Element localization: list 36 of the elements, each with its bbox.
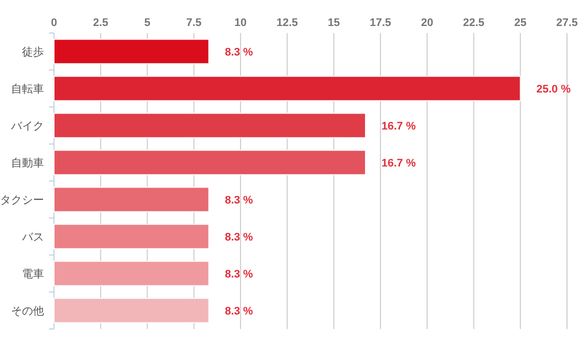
y-tick-label: 自転車 [11, 82, 44, 96]
x-tick-label: 7.5 [186, 17, 202, 29]
x-tick-label: 2.5 [92, 17, 108, 29]
data-label: 8.3 % [224, 306, 254, 318]
data-label: 16.7 % [382, 120, 416, 132]
bar [54, 150, 366, 176]
x-tick-label: 25 [514, 17, 526, 29]
y-tick-label: 徒歩 [22, 46, 44, 58]
y-tick-label: バス [21, 232, 44, 244]
data-label: 16.7 % [382, 158, 416, 170]
y-tick-label: バイク [10, 120, 44, 132]
data-label: 8.3 % [224, 194, 254, 206]
x-tick-label: 20 [420, 17, 434, 29]
y-tick-label: その他 [11, 306, 44, 318]
data-label: 8.3 % [224, 268, 254, 280]
x-tick-label: 10 [234, 17, 247, 29]
y-tick-label: 自動車 [11, 156, 44, 170]
x-tick-label: 0 [50, 17, 58, 29]
bar [54, 298, 210, 324]
bar [54, 38, 210, 64]
bar [54, 224, 210, 250]
x-tick-label: 12.5 [276, 17, 298, 29]
bar [54, 76, 521, 102]
x-tick-label: 15 [328, 17, 340, 29]
x-tick-label: 22.5 [463, 17, 484, 29]
y-tick-label: タクシー [0, 194, 44, 206]
bar [54, 112, 366, 138]
data-label: 8.3 % [224, 46, 254, 58]
data-label: 8.3 % [224, 232, 254, 244]
bar [54, 260, 210, 286]
y-tick-label: 電車 [22, 268, 44, 280]
x-tick-label: 17.5 [370, 17, 392, 29]
x-tick-label: 5 [144, 17, 150, 29]
data-label: 25.0 % [536, 84, 571, 96]
bar [54, 186, 210, 212]
x-tick-label: 27.5 [556, 17, 578, 29]
